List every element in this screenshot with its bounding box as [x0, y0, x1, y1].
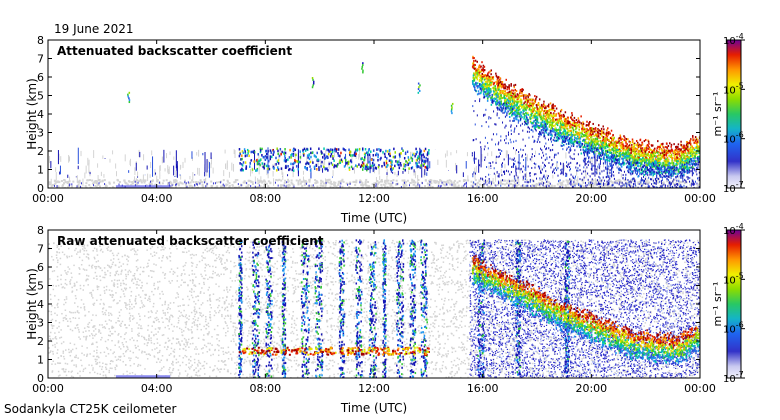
colorbar-tick-label: 10-6 — [723, 131, 744, 146]
panel-title: Raw attenuated backscatter coefficient — [57, 234, 324, 248]
x-tick-label: 08:00 — [249, 382, 281, 395]
y-tick-label: 1 — [37, 354, 44, 367]
y-tick-label: 4 — [37, 298, 44, 311]
colorbar: 10-4 10-5 10-6 10-7 m⁻¹ sr⁻¹ — [711, 222, 745, 385]
y-tick-label: 2 — [37, 145, 44, 158]
x-tick-label: 00:00 — [32, 192, 64, 205]
x-tick-label: 04:00 — [141, 382, 173, 395]
y-tick-label: 0 — [37, 372, 44, 385]
y-tick-label: 0 — [37, 182, 44, 195]
y-tick-label: 7 — [37, 53, 44, 66]
x-tick-label: 16:00 — [467, 192, 499, 205]
colorbar-tick-label: 10-5 — [723, 81, 744, 96]
x-tick-label: 04:00 — [141, 192, 173, 205]
colorbar-tick-label: 10-7 — [723, 370, 744, 385]
date-label: 19 June 2021 — [54, 22, 134, 36]
x-tick-label: 08:00 — [249, 192, 281, 205]
y-tick-label: 8 — [37, 224, 44, 237]
colorbar-tick-label: 10-6 — [723, 321, 744, 336]
y-tick-label: 2 — [37, 335, 44, 348]
colorbar-tick-label: 10-7 — [723, 180, 744, 195]
colorbar-tick-label: 10-5 — [723, 271, 744, 286]
y-tick-label: 6 — [37, 261, 44, 274]
instrument-label: Sodankyla CT25K ceilometer — [4, 402, 176, 416]
plot-area — [48, 40, 700, 188]
y-tick-label: 5 — [37, 280, 44, 293]
y-tick-label: 5 — [37, 90, 44, 103]
x-tick-label: 00:00 — [32, 382, 64, 395]
colorbar-gradient — [726, 229, 742, 379]
x-tick-label: 00:00 — [684, 192, 716, 205]
y-tick-label: 6 — [37, 71, 44, 84]
y-axis-label: Height (km) — [25, 78, 39, 149]
y-tick-label: 7 — [37, 243, 44, 256]
y-tick-label: 3 — [37, 127, 44, 140]
y-tick-label: 1 — [37, 164, 44, 177]
x-tick-label: 12:00 — [358, 192, 390, 205]
y-tick-label: 4 — [37, 108, 44, 121]
x-tick-label: 20:00 — [575, 192, 607, 205]
x-axis-label: Time (UTC) — [340, 211, 407, 225]
y-tick-label: 3 — [37, 317, 44, 330]
colorbar-unit: m⁻¹ sr⁻¹ — [711, 92, 724, 137]
y-tick-label: 8 — [37, 34, 44, 47]
colorbar-tick-label: 10-4 — [723, 222, 744, 237]
y-axis-label: Height (km) — [25, 268, 39, 339]
panel-title: Attenuated backscatter coefficient — [57, 44, 292, 58]
x-tick-label: 20:00 — [575, 382, 607, 395]
x-tick-label: 16:00 — [467, 382, 499, 395]
x-axis-label: Time (UTC) — [340, 401, 407, 415]
x-tick-label: 12:00 — [358, 382, 390, 395]
panel-attenuated: 0 1 2 3 4 5 6 7 8 00:00 04:00 08:00 12:00 16:00 20:00 0… — [25, 32, 745, 225]
plot-area — [48, 230, 700, 378]
colorbar: 10-4 10-5 10-6 10-7 m⁻¹ sr⁻¹ — [711, 32, 745, 195]
colorbar-unit: m⁻¹ sr⁻¹ — [711, 282, 724, 327]
colorbar-tick-label: 10-4 — [723, 32, 744, 47]
x-tick-label: 00:00 — [684, 382, 716, 395]
panel-raw: 0 1 2 3 4 5 6 7 8 00:00 04:00 08:00 12:00 16:00 20:00 0… — [25, 222, 745, 415]
colorbar-gradient — [726, 39, 742, 189]
